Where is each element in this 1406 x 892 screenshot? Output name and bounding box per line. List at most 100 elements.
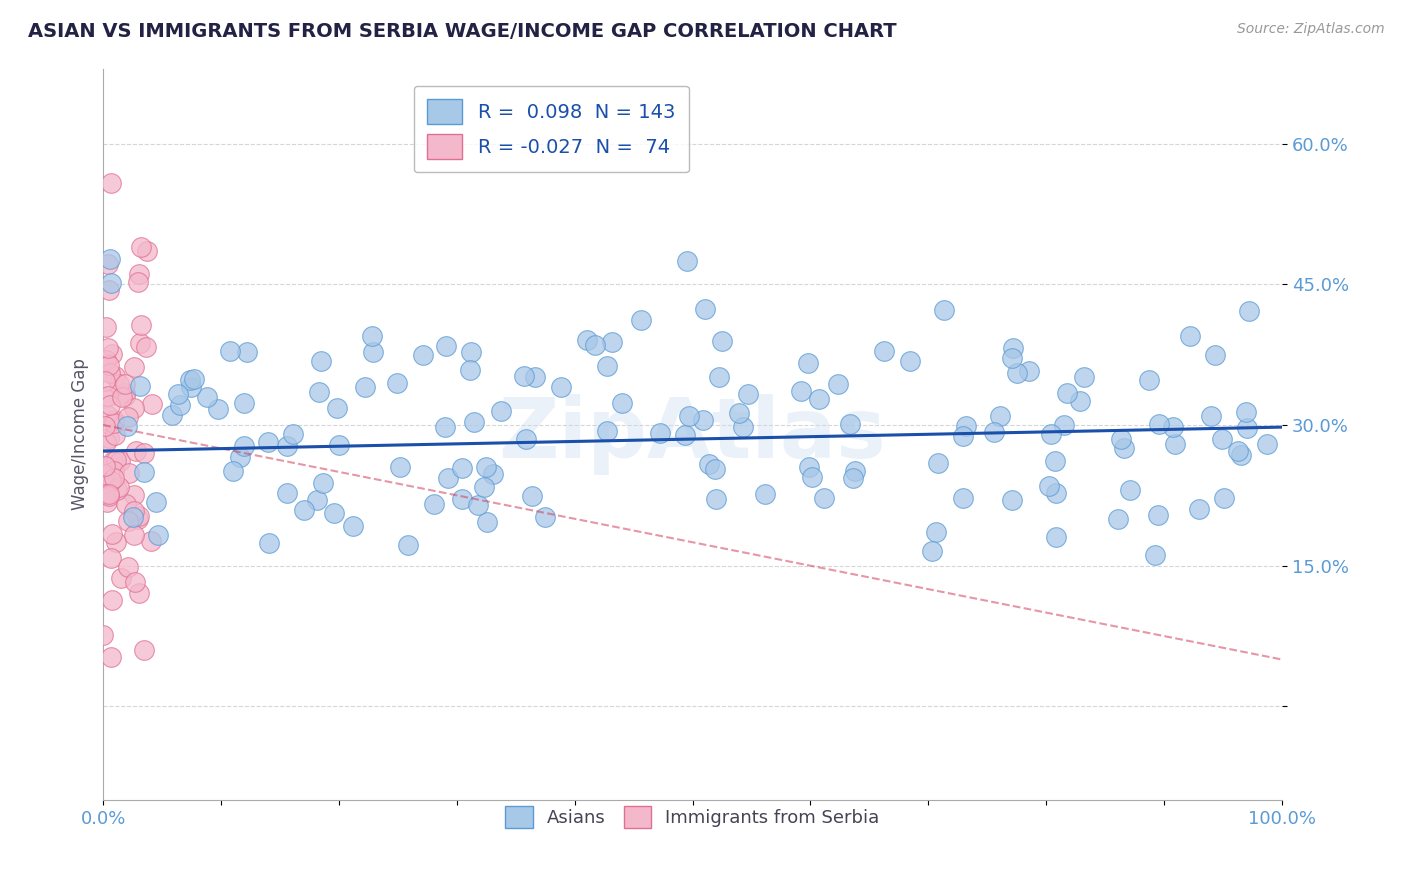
Point xyxy=(124,575,146,590)
Point xyxy=(1038,478,1060,492)
Point xyxy=(813,491,835,505)
Point xyxy=(610,396,633,410)
Point xyxy=(233,396,256,410)
Point xyxy=(1018,364,1040,378)
Point xyxy=(932,303,955,318)
Point xyxy=(94,374,117,388)
Point xyxy=(1236,421,1258,435)
Point xyxy=(433,420,456,434)
Point xyxy=(1199,409,1222,424)
Point xyxy=(207,402,229,417)
Point xyxy=(97,257,120,271)
Point xyxy=(1001,351,1024,366)
Point xyxy=(354,380,377,394)
Point xyxy=(169,398,191,412)
Point xyxy=(709,370,731,384)
Point xyxy=(183,372,205,386)
Point xyxy=(114,389,136,403)
Point xyxy=(100,649,122,664)
Point xyxy=(135,340,157,354)
Point xyxy=(326,401,349,415)
Point xyxy=(98,487,121,501)
Point xyxy=(97,388,120,402)
Point xyxy=(100,347,122,361)
Point xyxy=(754,487,776,501)
Point xyxy=(117,419,139,434)
Point xyxy=(1043,453,1066,467)
Point xyxy=(927,456,949,470)
Point xyxy=(128,586,150,600)
Point xyxy=(180,380,202,394)
Point xyxy=(467,499,489,513)
Point xyxy=(160,409,183,423)
Point xyxy=(94,459,117,474)
Point xyxy=(91,628,114,642)
Point xyxy=(132,445,155,459)
Point xyxy=(136,244,159,259)
Point xyxy=(122,488,145,502)
Point xyxy=(1053,417,1076,432)
Point xyxy=(98,489,121,503)
Point xyxy=(808,392,831,406)
Point xyxy=(1039,427,1062,442)
Point xyxy=(97,342,120,356)
Point xyxy=(114,386,136,401)
Point xyxy=(122,527,145,541)
Point xyxy=(104,428,127,442)
Point xyxy=(436,339,458,353)
Point xyxy=(128,267,150,281)
Point xyxy=(550,380,572,394)
Point xyxy=(1119,483,1142,497)
Point xyxy=(703,462,725,476)
Point xyxy=(1161,420,1184,434)
Point xyxy=(105,453,128,467)
Point xyxy=(122,504,145,518)
Point xyxy=(94,320,117,334)
Point xyxy=(222,464,245,478)
Point xyxy=(292,503,315,517)
Point xyxy=(98,366,121,380)
Point xyxy=(117,410,139,425)
Point xyxy=(1114,442,1136,456)
Point xyxy=(844,464,866,478)
Point xyxy=(583,338,606,352)
Point xyxy=(952,428,974,442)
Point xyxy=(1212,491,1234,505)
Point xyxy=(100,474,122,488)
Point xyxy=(361,344,384,359)
Point xyxy=(630,313,652,327)
Point xyxy=(423,498,446,512)
Point xyxy=(104,369,127,384)
Point xyxy=(1107,512,1129,526)
Point xyxy=(114,377,136,392)
Point xyxy=(728,406,751,420)
Point xyxy=(1256,437,1278,451)
Point xyxy=(236,345,259,359)
Point xyxy=(97,358,120,372)
Point xyxy=(312,476,335,491)
Point xyxy=(93,467,115,481)
Point xyxy=(1164,436,1187,450)
Point xyxy=(323,506,346,520)
Point xyxy=(108,453,131,467)
Point xyxy=(458,363,481,377)
Point xyxy=(259,536,281,550)
Point xyxy=(673,428,696,442)
Point xyxy=(731,420,754,434)
Point xyxy=(925,525,948,540)
Point xyxy=(1073,370,1095,384)
Point xyxy=(1204,348,1226,362)
Point xyxy=(955,419,977,434)
Point xyxy=(309,353,332,368)
Point xyxy=(1109,432,1132,446)
Point xyxy=(139,533,162,548)
Point xyxy=(524,370,547,384)
Point xyxy=(921,543,943,558)
Point xyxy=(145,495,167,509)
Point xyxy=(797,356,820,370)
Point xyxy=(103,416,125,430)
Point xyxy=(678,409,700,424)
Point xyxy=(827,376,849,391)
Point xyxy=(308,384,330,399)
Point xyxy=(93,391,115,405)
